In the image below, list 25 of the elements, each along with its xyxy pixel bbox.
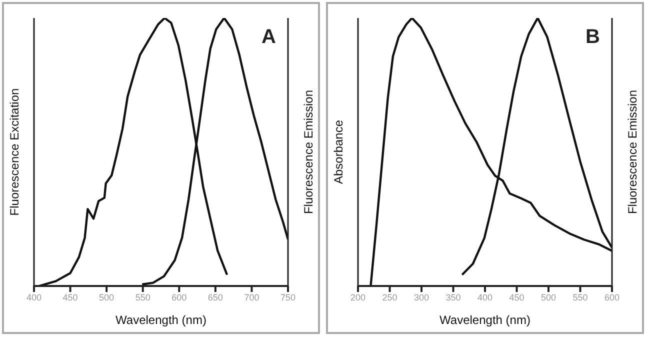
x-tick-label: 400: [26, 292, 42, 302]
x-tick-label: 750: [280, 292, 296, 302]
x-tick-label: 450: [509, 292, 524, 302]
x-tick-label: 550: [135, 292, 150, 302]
y-axis-title: Absorbance: [331, 120, 346, 184]
x-tick-label: 700: [244, 292, 260, 302]
x-tick-label: 650: [208, 292, 223, 302]
x-tick-label: 500: [99, 292, 114, 302]
x-tick-label: 450: [62, 292, 78, 302]
x-tick-label: 600: [604, 292, 620, 302]
x-tick-label: 300: [414, 292, 430, 302]
x-tick-label: 400: [477, 292, 493, 302]
x-axis-title: Wavelength (nm): [440, 313, 530, 327]
x-tick-label: 550: [572, 292, 588, 302]
x-tick-label: 200: [350, 292, 366, 302]
annotation: A: [262, 26, 276, 49]
y-axis-title: Fluorescence Excitation: [7, 88, 22, 216]
x-tick-label: 350: [446, 292, 461, 302]
x-axis-title: Wavelength (nm): [116, 313, 206, 327]
x-tick-label: 500: [540, 292, 556, 302]
x-tick-label: 250: [382, 292, 398, 302]
annotation: B: [586, 26, 600, 49]
y2-axis-title: Fluorescence Emission: [301, 90, 316, 214]
x-tick-label: 600: [172, 292, 187, 302]
y2-axis-title: Fluorescence Emission: [625, 90, 640, 214]
